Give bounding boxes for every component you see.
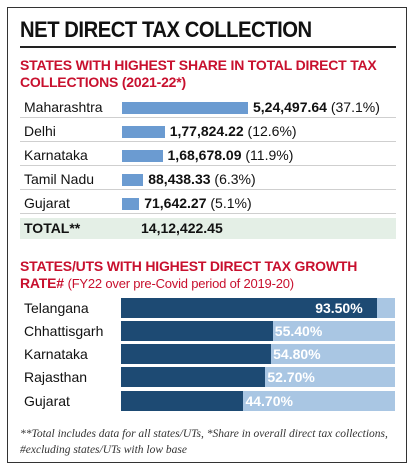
main-title: NET DIRECT TAX COLLECTION — [20, 17, 312, 42]
share-percent-label: (37.1%) — [326, 99, 380, 115]
share-percent-label: (5.1%) — [206, 195, 252, 211]
growth-row-label: Karnataka — [24, 346, 88, 362]
total-label: TOTAL** — [24, 220, 81, 236]
growth-row-label: Telangana — [24, 300, 89, 316]
share-amount-label: 1,77,824.22 — [169, 123, 244, 139]
growth-row-label: Chhattisgarh — [24, 323, 104, 339]
growth-row-label: Rajasthan — [24, 369, 88, 385]
share-bar — [122, 102, 248, 114]
growth-chart-title: STATES/UTS WITH HIGHEST DIRECT TAX GROWT… — [20, 258, 358, 291]
growth-row: Gujarat 44.70% — [20, 391, 396, 411]
share-amount-label: 1,68,678.09 — [167, 147, 242, 163]
share-row: Tamil Nadu 88,438.33 (6.3%) — [20, 169, 396, 190]
share-percent-label: (11.9%) — [241, 147, 294, 163]
growth-value-label: 54.80% — [273, 346, 321, 362]
growth-value-label: 55.40% — [274, 323, 323, 339]
growth-bar — [121, 391, 244, 411]
share-row-label: Delhi — [24, 123, 56, 139]
share-bar — [122, 150, 163, 162]
growth-chart-title-block: STATES/UTS WITH HIGHEST DIRECT TAX GROWT… — [20, 258, 400, 292]
infographic-frame: NET DIRECT TAX COLLECTION STATES WITH HI… — [7, 7, 407, 463]
share-row: Maharashtra 5,24,497.64 (37.1%) — [20, 97, 396, 118]
footnote: **Total includes data for all states/UTs… — [20, 428, 388, 456]
growth-value-label: 93.50% — [315, 300, 363, 316]
total-value: 14,12,422.45 — [141, 220, 223, 236]
share-row-value: 1,68,678.09 (11.9%) — [168, 147, 294, 163]
share-row-value: 5,24,497.64 (37.1%) — [253, 99, 380, 115]
share-row-label: Tamil Nadu — [24, 171, 95, 187]
share-row-label: Karnataka — [24, 147, 88, 163]
growth-row-label: Gujarat — [24, 393, 70, 409]
share-percent-label: (6.3%) — [210, 171, 256, 187]
share-row-value: 88,438.33 (6.3%) — [148, 171, 255, 187]
share-chart-title: STATES WITH HIGHEST SHARE IN TOTAL DIREC… — [20, 57, 377, 90]
share-amount-label: 5,24,497.64 — [253, 99, 327, 115]
share-row: Karnataka 1,68,678.09 (11.9%) — [20, 145, 396, 166]
share-row-value: 1,77,824.22 (12.6%) — [170, 123, 297, 139]
growth-row: Rajasthan 52.70% — [20, 367, 396, 387]
growth-value-label: 44.70% — [245, 393, 293, 409]
share-amount-label: 71,642.27 — [144, 195, 207, 211]
share-row-label: Gujarat — [24, 195, 70, 211]
growth-bar — [121, 367, 266, 387]
growth-bar — [121, 298, 378, 318]
share-bar — [122, 126, 165, 138]
share-row-label: Maharashtra — [24, 99, 103, 115]
growth-chart-subtitle: (FY22 over pre-Covid period of 2019-20) — [67, 276, 295, 291]
share-row: Gujarat 71,642.27 (5.1%) — [20, 193, 396, 214]
share-bar — [122, 198, 140, 210]
share-amount-label: 88,438.33 — [148, 171, 211, 187]
growth-value-label: 52.70% — [267, 369, 315, 385]
share-bar — [122, 174, 144, 186]
growth-row: Telangana 93.50% — [20, 298, 396, 318]
growth-bar — [121, 321, 273, 341]
share-row-value: 71,642.27 (5.1%) — [144, 195, 251, 211]
growth-bar — [121, 344, 272, 364]
growth-row: Karnataka 54.80% — [20, 344, 396, 364]
share-row: Delhi 1,77,824.22 (12.6%) — [20, 121, 396, 142]
title-rule — [20, 46, 396, 48]
share-total-row: TOTAL** 14,12,422.45 — [20, 218, 396, 239]
share-percent-label: (12.6%) — [243, 123, 297, 139]
growth-row: Chhattisgarh 55.40% — [20, 321, 396, 341]
